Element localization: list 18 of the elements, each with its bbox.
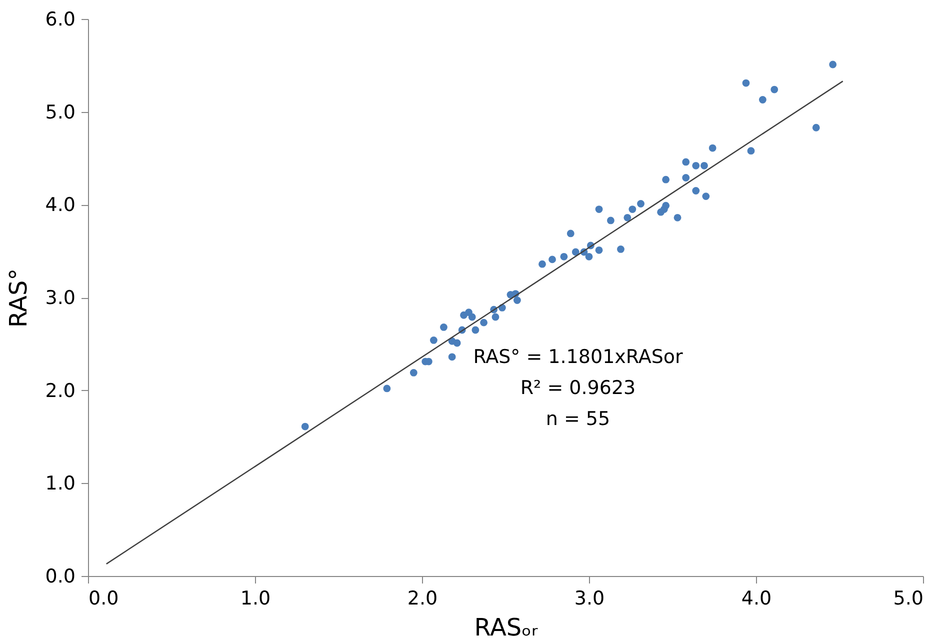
x-tick-label: 3.0 (574, 588, 605, 610)
y-tick-label: 6.0 (45, 8, 76, 30)
y-tick-label: 0.0 (45, 566, 76, 588)
annotation: RAS° = 1.1801xRASor (473, 346, 684, 368)
x-axis-title: RASₒᵣ (474, 614, 539, 642)
x-tick-label: 2.0 (407, 588, 438, 610)
y-axis-title: RAS° (4, 268, 32, 328)
x-tick-label: 4.0 (741, 588, 772, 610)
x-tick-label: 1.0 (240, 588, 271, 610)
y-tick-label: 3.0 (45, 287, 76, 309)
y-tick-label: 1.0 (45, 472, 76, 495)
annotation: R² = 0.9623 (520, 377, 636, 399)
x-tick-label: 5.0 (893, 588, 924, 610)
annotation: n = 55 (546, 408, 610, 430)
y-tick-label: 4.0 (45, 194, 76, 216)
x-tick-label: 0.0 (88, 588, 119, 610)
y-tick-label: 5.0 (45, 101, 76, 124)
y-tick-label: 2.0 (45, 380, 76, 402)
